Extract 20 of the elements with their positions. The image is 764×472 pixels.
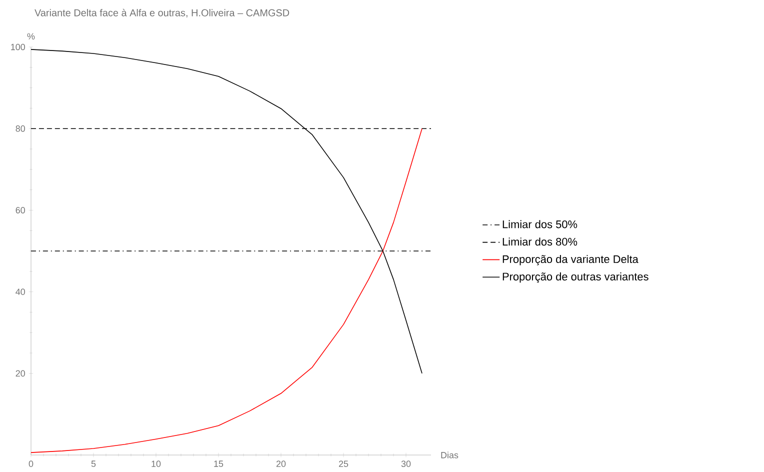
y-tick-label: 100 <box>11 44 26 50</box>
legend-label: Limiar dos 50% <box>502 220 578 228</box>
x-axis-title: Dias <box>441 452 458 458</box>
y-axis-title: % <box>27 33 35 40</box>
y-tick-label: 60 <box>16 207 26 214</box>
line-series <box>30 128 422 453</box>
legend-label: Limiar dos 80% <box>502 238 578 246</box>
legend-label: Proporção da variante Delta <box>502 254 638 266</box>
x-tick-label: 25 <box>338 460 348 467</box>
legend-label: Proporção de outras variantes <box>502 272 648 283</box>
x-tick-label: 10 <box>152 460 161 467</box>
x-tick-label: 5 <box>91 460 96 467</box>
x-tick-label: 30 <box>401 460 411 467</box>
x-tick-label: 0 <box>28 460 34 467</box>
x-tick-label: 20 <box>276 460 286 467</box>
y-tick-label: 80 <box>16 125 26 132</box>
y-tick-label: 20 <box>16 370 26 377</box>
chart-title: Variante Delta face à Alfa e outras, H.Oliveira – CAMGSD <box>34 8 290 18</box>
x-tick-label: 15 <box>214 460 224 467</box>
y-tick-label: 40 <box>16 288 26 295</box>
